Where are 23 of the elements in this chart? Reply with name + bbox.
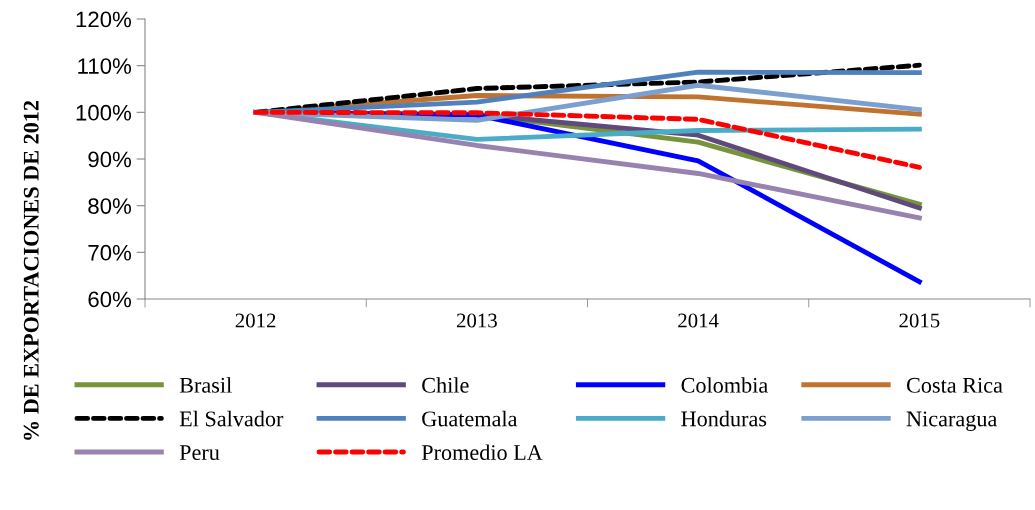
- x-tick-label: 2014: [678, 313, 719, 328]
- y-tick-label: 60%: [88, 291, 132, 308]
- legend-label: Honduras: [681, 410, 767, 427]
- legend-label: Costa Rica: [906, 377, 1003, 393]
- legend-label: Colombia: [681, 377, 768, 393]
- x-tick-label: 2012: [235, 313, 276, 328]
- legend-label: Brasil: [179, 377, 232, 393]
- y-tick-label: 100%: [76, 104, 132, 121]
- y-tick-label: 70%: [88, 244, 132, 261]
- y-tick-label: 120%: [76, 11, 132, 28]
- legend-label: Chile: [422, 377, 469, 393]
- legend-label: Guatemala: [422, 410, 518, 427]
- y-axis-title: % DE EXPORTACIONES DE 2012: [23, 100, 39, 440]
- y-tick-label: 90%: [88, 151, 132, 168]
- y-tick-label: 110%: [78, 58, 132, 74]
- x-tick-label: 2013: [456, 313, 497, 328]
- legend-label: Nicaragua: [906, 411, 998, 431]
- y-tick-label: 80%: [88, 198, 132, 214]
- x-tick-label: 2015: [899, 313, 940, 328]
- legend-label: El Salvador: [179, 410, 284, 427]
- line-series: [253, 109, 922, 170]
- legend-label: Promedio LA: [421, 444, 543, 461]
- legend-label: Peru: [179, 445, 220, 461]
